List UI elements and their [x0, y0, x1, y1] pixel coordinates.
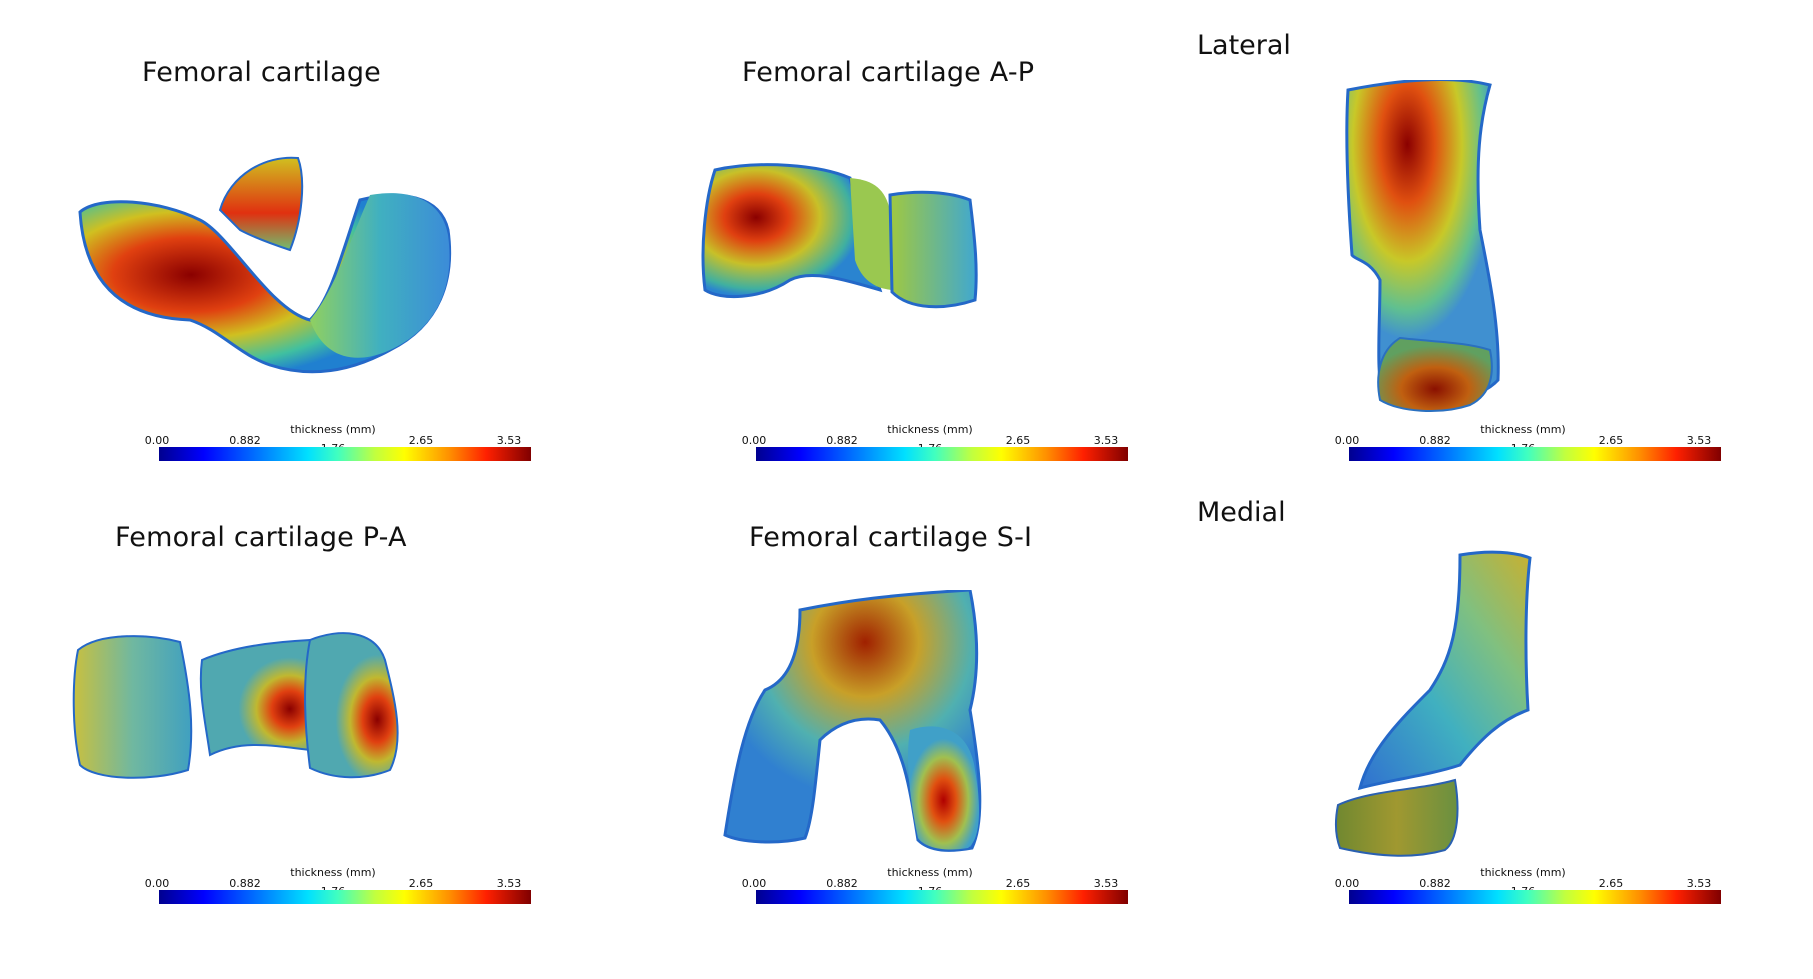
- colorbar: thickness (mm) 0.00 0.882 1.76 2.65 3.53: [1333, 866, 1721, 916]
- lateral-label: Lateral: [1197, 30, 1291, 61]
- colorbar-title: thickness (mm): [887, 423, 973, 436]
- colorbar-tick: 0.882: [826, 434, 858, 447]
- colorbar-tick: 3.53: [1686, 877, 1712, 890]
- colorbar-gradient: [1349, 447, 1721, 461]
- medial-render: [1330, 550, 1550, 870]
- colorbar-gradient: [756, 447, 1128, 461]
- colorbar-tick: 0.00: [144, 877, 170, 890]
- colorbar-tick: 3.53: [496, 877, 522, 890]
- colorbar-tick: 2.65: [408, 877, 434, 890]
- colorbar-tick: 0.882: [229, 434, 261, 447]
- colorbar-title: thickness (mm): [290, 866, 376, 879]
- panel-title-femoral-cartilage-s-i: Femoral cartilage S-I: [749, 522, 1033, 553]
- colorbar-tick: 3.53: [1686, 434, 1712, 447]
- panel-title-femoral-cartilage-a-p: Femoral cartilage A-P: [742, 57, 1035, 88]
- femoral-cartilage-a-p-render: [700, 160, 1000, 340]
- colorbar-gradient: [159, 447, 531, 461]
- colorbar-title: thickness (mm): [1480, 866, 1566, 879]
- colorbar: thickness (mm) 0.00 0.882 1.76 2.65 3.53: [1333, 423, 1721, 473]
- medial-label: Medial: [1197, 497, 1286, 528]
- colorbar-tick: 2.65: [1005, 434, 1031, 447]
- colorbar-gradient: [756, 890, 1128, 904]
- femoral-cartilage-render: [70, 150, 470, 390]
- colorbar-tick: 0.882: [1419, 877, 1451, 890]
- colorbar-title: thickness (mm): [1480, 423, 1566, 436]
- colorbar-tick: 2.65: [1598, 877, 1624, 890]
- colorbar-tick: 0.00: [741, 434, 767, 447]
- colorbar-gradient: [159, 890, 531, 904]
- colorbar-tick: 0.00: [741, 877, 767, 890]
- colorbar: thickness (mm) 0.00 0.882 1.76 2.65 3.53: [143, 866, 531, 916]
- colorbar-tick: 3.53: [496, 434, 522, 447]
- panel-title-femoral-cartilage: Femoral cartilage: [142, 57, 381, 88]
- colorbar: thickness (mm) 0.00 0.882 1.76 2.65 3.53: [740, 866, 1128, 916]
- colorbar-tick: 3.53: [1093, 877, 1119, 890]
- colorbar-tick: 2.65: [1005, 877, 1031, 890]
- colorbar-tick: 2.65: [1598, 434, 1624, 447]
- colorbar-tick: 0.00: [1334, 877, 1360, 890]
- colorbar-tick: 3.53: [1093, 434, 1119, 447]
- femoral-cartilage-s-i-render: [720, 590, 1020, 870]
- colorbar-tick: 0.882: [229, 877, 261, 890]
- femoral-cartilage-p-a-render: [70, 620, 430, 790]
- panel-title-femoral-cartilage-p-a: Femoral cartilage P-A: [115, 522, 407, 553]
- colorbar-tick: 2.65: [408, 434, 434, 447]
- colorbar-tick: 0.882: [1419, 434, 1451, 447]
- colorbar-title: thickness (mm): [887, 866, 973, 879]
- colorbar-title: thickness (mm): [290, 423, 376, 436]
- colorbar-tick: 0.00: [144, 434, 170, 447]
- colorbar-tick: 0.00: [1334, 434, 1360, 447]
- colorbar-gradient: [1349, 890, 1721, 904]
- colorbar: thickness (mm) 0.00 0.882 1.76 2.65 3.53: [143, 423, 531, 473]
- colorbar-tick: 0.882: [826, 877, 858, 890]
- colorbar: thickness (mm) 0.00 0.882 1.76 2.65 3.53: [740, 423, 1128, 473]
- lateral-render: [1340, 80, 1540, 430]
